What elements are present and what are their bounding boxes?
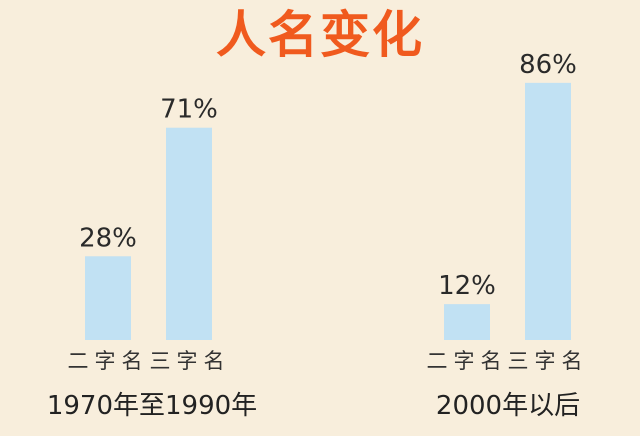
- bar-1-0: [444, 304, 490, 340]
- chart-title: 人名变化: [216, 6, 424, 64]
- group-label-1: 2000年以后: [436, 391, 580, 421]
- value-label-0-1: 71%: [160, 95, 218, 125]
- bar-0-0: [85, 256, 131, 340]
- value-label-1-1: 86%: [519, 50, 577, 80]
- group-label-0: 1970年至1990年: [47, 391, 257, 421]
- value-label-0-0: 28%: [79, 223, 137, 253]
- category-label-1-1: 三字名: [508, 349, 589, 373]
- category-label-0-0: 二字名: [68, 349, 149, 373]
- bar-0-1: [166, 127, 212, 341]
- value-label-1-0: 12%: [438, 271, 496, 301]
- bar-1-1: [525, 82, 571, 341]
- category-label-1-0: 二字名: [427, 349, 508, 373]
- category-label-0-1: 三字名: [150, 349, 231, 373]
